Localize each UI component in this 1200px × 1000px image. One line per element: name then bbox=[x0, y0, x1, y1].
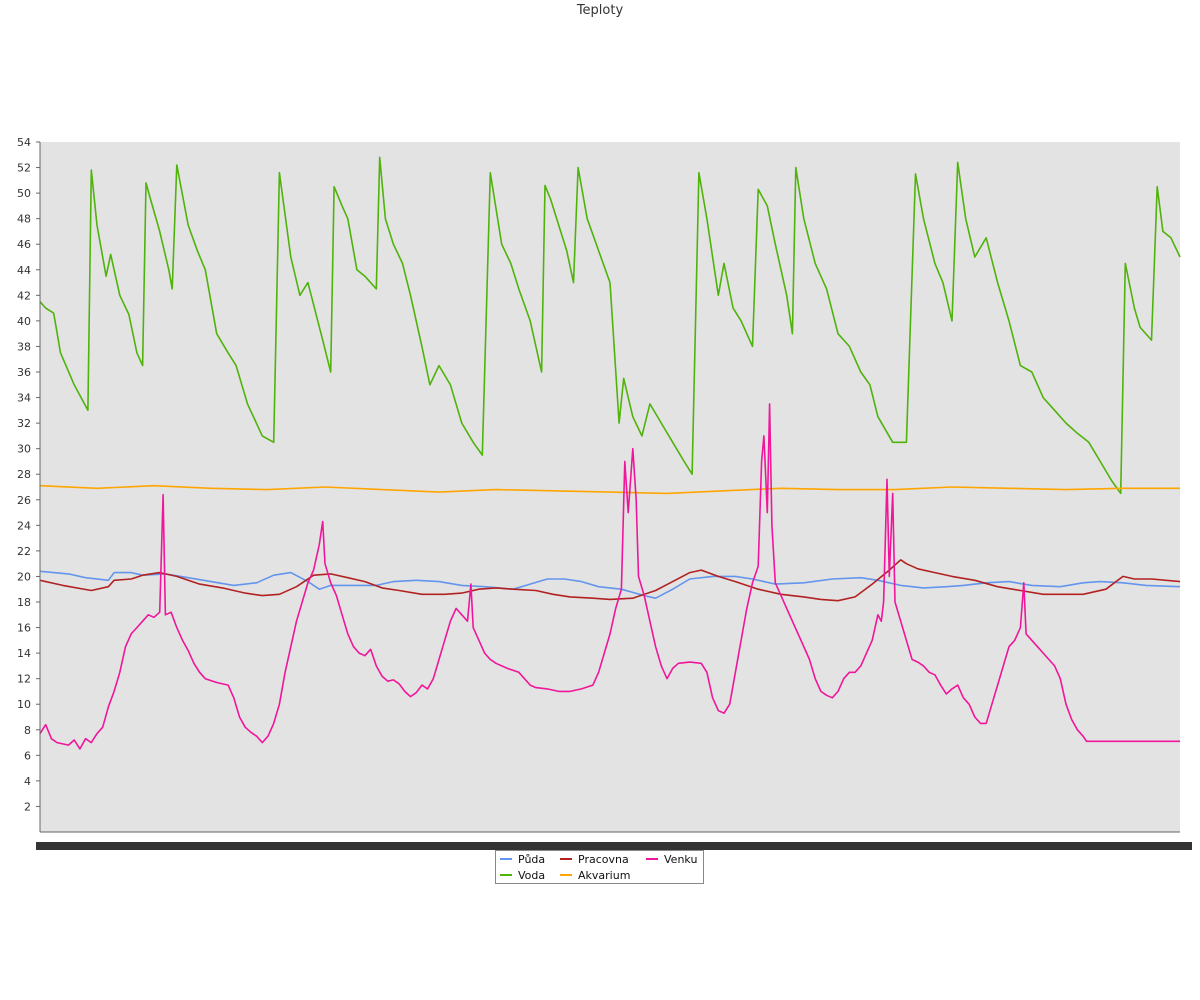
y-axis-ticks: 2468101214161820222426283032343638404244… bbox=[17, 136, 40, 813]
legend-label: Půda bbox=[518, 853, 546, 866]
legend-item: Půda bbox=[500, 853, 545, 867]
y-tick-label: 52 bbox=[17, 162, 31, 175]
y-tick-label: 6 bbox=[24, 749, 31, 762]
series-line-0 bbox=[39, 570, 1181, 599]
y-tick-label: 12 bbox=[17, 673, 31, 686]
y-tick-label: 18 bbox=[17, 596, 31, 609]
legend: Půda Pracovna Venku Voda Akvarium bbox=[495, 850, 704, 884]
series-layer bbox=[39, 156, 1181, 750]
y-tick-label: 44 bbox=[17, 264, 31, 277]
y-tick-label: 28 bbox=[17, 468, 31, 481]
legend-item: Voda bbox=[500, 869, 545, 883]
series-line-2 bbox=[39, 559, 1181, 602]
series-line-3 bbox=[39, 484, 1180, 495]
legend-item: Akvarium bbox=[560, 869, 630, 883]
y-tick-label: 38 bbox=[17, 340, 31, 353]
y-tick-label: 16 bbox=[17, 622, 31, 635]
y-tick-label: 10 bbox=[17, 698, 31, 711]
y-tick-label: 48 bbox=[17, 213, 31, 226]
legend-label: Akvarium bbox=[578, 869, 631, 882]
y-tick-label: 36 bbox=[17, 366, 31, 379]
legend-label: Voda bbox=[518, 869, 546, 882]
y-tick-label: 46 bbox=[17, 238, 31, 251]
y-tick-label: 24 bbox=[17, 519, 31, 532]
y-tick-label: 22 bbox=[17, 545, 31, 558]
y-tick-label: 2 bbox=[24, 800, 31, 813]
legend-item: Venku bbox=[646, 853, 697, 867]
y-tick-label: 34 bbox=[17, 392, 31, 405]
y-tick-label: 8 bbox=[24, 724, 31, 737]
series-line-4 bbox=[39, 403, 1180, 750]
legend-swatch bbox=[646, 858, 658, 860]
y-tick-label: 40 bbox=[17, 315, 31, 328]
legend-swatch bbox=[500, 874, 512, 876]
y-tick-label: 50 bbox=[17, 187, 31, 200]
y-tick-label: 42 bbox=[17, 289, 31, 302]
legend-swatch bbox=[500, 858, 512, 860]
y-tick-label: 54 bbox=[17, 136, 31, 149]
y-tick-label: 30 bbox=[17, 443, 31, 456]
legend-swatch bbox=[560, 858, 572, 860]
x-axis-tick-band bbox=[36, 842, 1192, 850]
legend-item: Pracovna bbox=[560, 853, 629, 867]
legend-swatch bbox=[560, 874, 572, 876]
y-tick-label: 20 bbox=[17, 570, 31, 583]
y-tick-label: 26 bbox=[17, 494, 31, 507]
legend-label: Venku bbox=[664, 853, 698, 866]
y-tick-label: 4 bbox=[24, 775, 31, 788]
y-tick-label: 32 bbox=[17, 417, 31, 430]
series-line-1 bbox=[39, 156, 1181, 495]
legend-label: Pracovna bbox=[578, 853, 629, 866]
plot-area-background bbox=[40, 142, 1180, 832]
chart-title: Teploty bbox=[576, 3, 624, 18]
y-tick-label: 14 bbox=[17, 647, 31, 660]
